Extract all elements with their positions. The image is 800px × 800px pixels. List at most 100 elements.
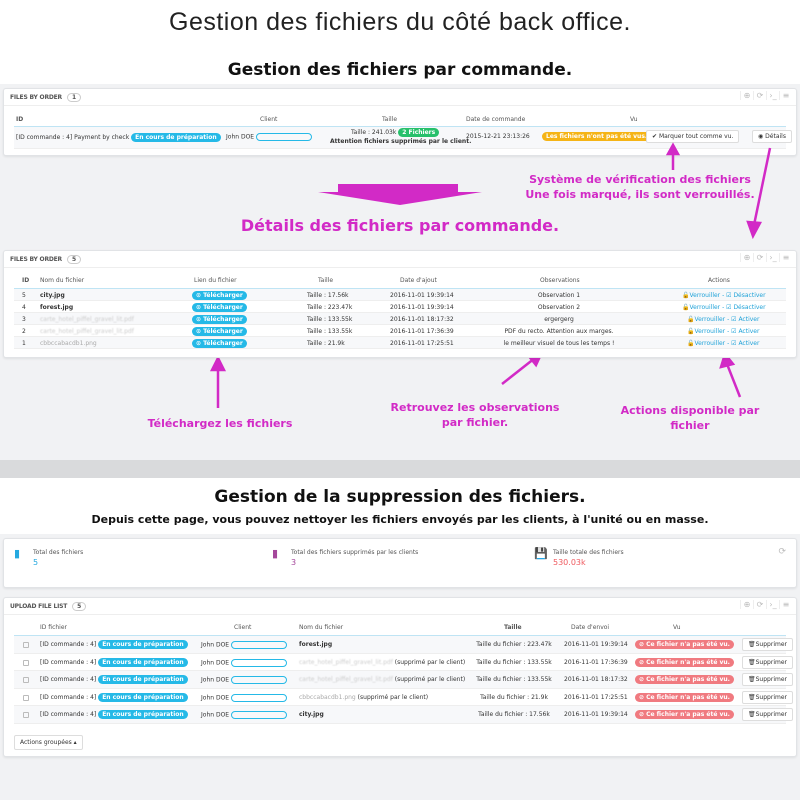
delete-button[interactable]: 🗑Supprimer	[742, 655, 793, 669]
seen-badge: ⊘ Ce fichier n'a pas été vu.	[635, 640, 734, 649]
col-size: Taille	[318, 277, 334, 284]
download-button[interactable]: ⊙ Télécharger	[192, 327, 247, 336]
add-icon[interactable]: ⊕	[740, 253, 753, 262]
toggle-button[interactable]: ☑ Désactiver	[726, 292, 766, 299]
refresh-icon[interactable]: ⟳	[753, 91, 766, 100]
col-taille: Taille	[382, 116, 398, 123]
section3-subheading: Depuis cette page, vous pouvez nettoyer …	[91, 513, 709, 526]
trash-icon: 🗑	[748, 693, 756, 701]
table-row[interactable]	[14, 654, 786, 671]
table-row[interactable]	[14, 706, 786, 724]
file-date: 2016-11-01 17:25:51	[564, 693, 628, 701]
file-date: 2016-11-01 19:39:14	[564, 711, 628, 718]
seen-badge: ⊘ Ce fichier n'a pas été vu.	[635, 710, 734, 719]
file-size: Taille du fichier : 133.55k	[476, 676, 552, 683]
file-date: 2016-11-01 17:25:51	[390, 340, 454, 347]
seen-badge: ⊘ Ce fichier n'a pas été vu.	[635, 657, 734, 667]
toggle-button[interactable]: ☑ Activer	[731, 328, 760, 335]
add-icon[interactable]: ⊕	[740, 600, 753, 609]
section2-heading: Détails des fichiers par commande.	[240, 216, 560, 235]
table-row[interactable]	[14, 689, 786, 706]
stat-value: 3	[291, 558, 297, 567]
count-badge: 1	[66, 92, 81, 102]
details-button[interactable]: ◉ Détails	[752, 130, 792, 143]
file-size: Taille : 133.55k	[307, 328, 353, 335]
table-row[interactable]	[14, 325, 786, 337]
file-size: Taille : 21.9k	[307, 340, 345, 347]
page-title: Gestion des fichiers du côté back office…	[169, 8, 631, 36]
refresh-icon[interactable]: ⟳	[753, 253, 766, 262]
file-name: forest.jpg	[40, 304, 74, 311]
database-icon[interactable]: ≡	[779, 91, 792, 100]
order-id: [ID commande : 4] Payment by check En co…	[16, 133, 221, 142]
arrow-details	[752, 147, 772, 226]
sql-icon[interactable]: ›_	[766, 91, 779, 100]
row-checkbox[interactable]	[23, 677, 29, 683]
download-button[interactable]: ⊙ Télécharger	[192, 291, 247, 300]
order-id: [ID commande : 4] En cours de préparatio…	[40, 692, 188, 702]
col-id: ID fichier	[40, 624, 68, 631]
toggle-button[interactable]: ☑ Activer	[731, 340, 760, 347]
table-row[interactable]	[14, 636, 786, 654]
refresh-icon[interactable]: ⟳	[778, 547, 786, 557]
col-name: Nom du fichier	[299, 624, 344, 631]
row-checkbox[interactable]	[23, 694, 29, 701]
order-id: [ID commande : 4] En cours de préparatio…	[40, 710, 188, 719]
download-button[interactable]: ⊙ Télécharger	[192, 303, 247, 312]
delete-button[interactable]: 🗑Supprimer	[742, 673, 793, 686]
table-row[interactable]	[14, 301, 786, 313]
order-id: [ID commande : 4] En cours de préparatio…	[40, 657, 188, 667]
lock-button[interactable]: 🔓Verrouiller	[687, 340, 726, 347]
toggle-button[interactable]: ☑ Désactiver	[726, 304, 766, 311]
status-badge: En cours de préparation	[98, 657, 188, 667]
download-button[interactable]: ⊙ Télécharger	[192, 315, 247, 324]
status-badge: En cours de préparation	[98, 710, 188, 719]
download-button[interactable]: ⊙ Télécharger	[192, 339, 247, 348]
database-icon[interactable]: ≡	[779, 600, 792, 609]
bulk-actions-dropdown[interactable]: Actions groupées ▴	[14, 735, 83, 750]
delete-button[interactable]: 🗑Supprimer	[742, 690, 793, 704]
eye-icon: ◉	[758, 133, 764, 140]
annotation-observations: Retrouvez les observations par fichier.	[390, 401, 560, 429]
sql-icon[interactable]: ›_	[766, 253, 779, 262]
client: John DOE	[201, 658, 288, 667]
client: John DOE	[201, 676, 288, 684]
file-actions: 🔓Verrouiller - ☑ Activer	[687, 328, 760, 335]
delete-button[interactable]: 🗑Supprimer	[742, 708, 793, 721]
row-checkbox[interactable]	[23, 642, 29, 648]
panel-title: FILES BY ORDER	[10, 93, 62, 101]
col-size: Taille	[504, 624, 522, 631]
col-name: Nom du fichier	[40, 277, 85, 284]
lock-button[interactable]: 🔓Verrouiller	[682, 292, 721, 299]
file-details-panel: FILES BY ORDER 5 ⊕ ⟳ ›_ ≡ ID Nom du fichier …	[3, 250, 797, 358]
file-name: carte_hotel_piffel_gravel_lit.pdf	[40, 328, 134, 335]
lock-button[interactable]: 🔓Verrouiller	[682, 304, 721, 311]
file-date: 2016-11-01 19:39:14	[390, 304, 454, 311]
row-checkbox[interactable]	[23, 712, 29, 718]
refresh-icon[interactable]: ⟳	[753, 600, 766, 609]
status-badge: En cours de préparation	[98, 640, 188, 649]
lock-button[interactable]: 🔓Verrouiller	[687, 328, 726, 335]
sql-icon[interactable]: ›_	[766, 600, 779, 609]
mark-all-seen-button[interactable]: ✔ Marquer tout comme vu.	[646, 130, 740, 143]
table-row[interactable]	[14, 671, 786, 689]
add-icon[interactable]: ⊕	[740, 91, 753, 100]
lock-button[interactable]: 🔓Verrouiller	[687, 316, 726, 323]
seen-badge: ⊘ Ce fichier n'a pas été vu.	[635, 675, 734, 684]
file-name: forest.jpg	[299, 641, 333, 648]
database-icon[interactable]: ≡	[779, 253, 792, 262]
file-size: Taille du fichier : 133.55k	[476, 658, 552, 666]
row-checkbox[interactable]	[23, 659, 29, 666]
col-client: Client	[260, 116, 278, 123]
toggle-button[interactable]: ☑ Activer	[731, 316, 760, 323]
col-id: ID	[16, 116, 24, 123]
trash-icon: 🗑	[748, 676, 756, 683]
file-size: Taille : 17.56k	[307, 292, 349, 299]
delete-button[interactable]: 🗑Supprimer	[742, 638, 793, 651]
file-name: city.jpg	[299, 711, 324, 718]
files-by-order-panel: FILES BY ORDER 1 ⊕ ⟳ ›_ ≡ ID Client Taille D…	[3, 88, 797, 156]
order-id: [ID commande : 4] En cours de préparatio…	[40, 640, 188, 649]
col-vu: Vu	[673, 624, 681, 631]
file-actions: 🔓Verrouiller - ☑ Désactiver	[682, 292, 766, 299]
col-actions: Actions	[708, 277, 730, 284]
